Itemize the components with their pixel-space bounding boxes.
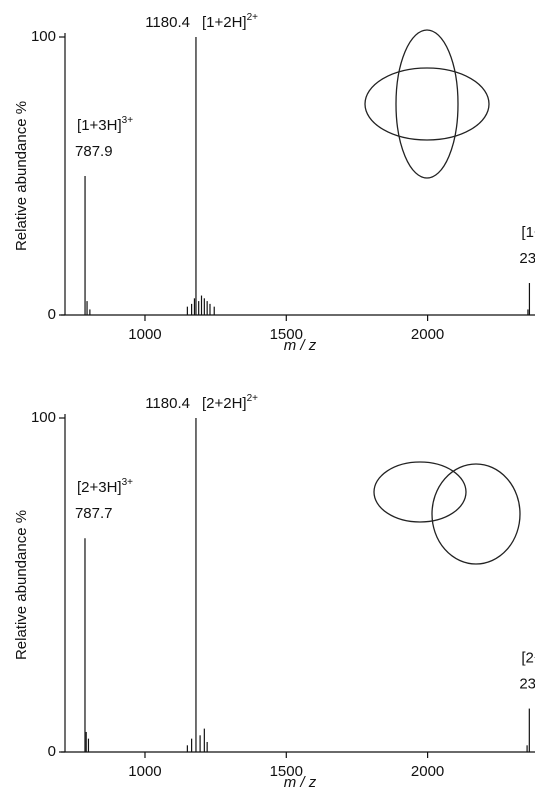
- ion-label: [1+2H]: [202, 14, 247, 31]
- x-tick-label: 1500: [270, 763, 303, 780]
- ion-label: [1+H]: [521, 224, 535, 241]
- ion-label: [2+H]: [521, 650, 535, 667]
- y-tick-label: 100: [31, 28, 56, 45]
- x-tick-label: 1000: [128, 763, 161, 780]
- ring: [373, 461, 467, 523]
- peak-ion: [2+2H]2+: [202, 393, 258, 412]
- x-axis-label: m / z: [284, 774, 317, 791]
- peak-ion: [1+2H]2+: [202, 12, 258, 31]
- y-tick-label: 100: [31, 409, 56, 426]
- x-tick-label: 1500: [270, 326, 303, 343]
- ring: [431, 463, 521, 565]
- ion-charge: 2+: [247, 12, 259, 23]
- ion-charge: 3+: [122, 115, 134, 126]
- ion-label: [2+2H]: [202, 395, 247, 412]
- peak-mz: 2359.9: [519, 676, 535, 693]
- spectrum-panel: 0 100 1000 1500 2000 m / z Relative abundance …: [13, 12, 535, 354]
- ion-charge: 3+: [122, 477, 134, 488]
- x-tick-label: 2000: [411, 326, 444, 343]
- peak-mz: 2360.3: [519, 250, 535, 267]
- peak-ion: [1+3H]3+: [77, 115, 133, 134]
- peak-ion: [1+H]+: [521, 222, 535, 241]
- ion-label: [1+3H]: [77, 117, 122, 134]
- catenane-icon: [364, 29, 490, 179]
- peak-mz: 1180.4: [145, 395, 190, 412]
- ion-label: [2+3H]: [77, 479, 122, 496]
- catenane-icon: [373, 461, 521, 565]
- x-tick-label: 1000: [128, 326, 161, 343]
- peak-mz: 787.9: [75, 143, 113, 160]
- y-tick-label: 0: [48, 743, 56, 760]
- y-axis-label: Relative abundance %: [13, 101, 30, 251]
- peak-mz: 1180.4: [145, 14, 190, 31]
- y-axis-label: Relative abundance %: [13, 510, 30, 660]
- peak-ion: [2+H]+: [521, 648, 535, 667]
- x-axis-label: m / z: [284, 337, 317, 354]
- peak-ion: [2+3H]3+: [77, 477, 133, 496]
- peak-mz: 787.7: [75, 505, 113, 522]
- x-tick-label: 2000: [411, 763, 444, 780]
- ring: [395, 29, 459, 179]
- ion-charge: 2+: [247, 393, 259, 404]
- ring: [364, 67, 490, 141]
- spectrum-panel: 0 100 1000 1500 2000 m / z Relative abundance …: [13, 393, 535, 791]
- y-tick-label: 0: [48, 306, 56, 323]
